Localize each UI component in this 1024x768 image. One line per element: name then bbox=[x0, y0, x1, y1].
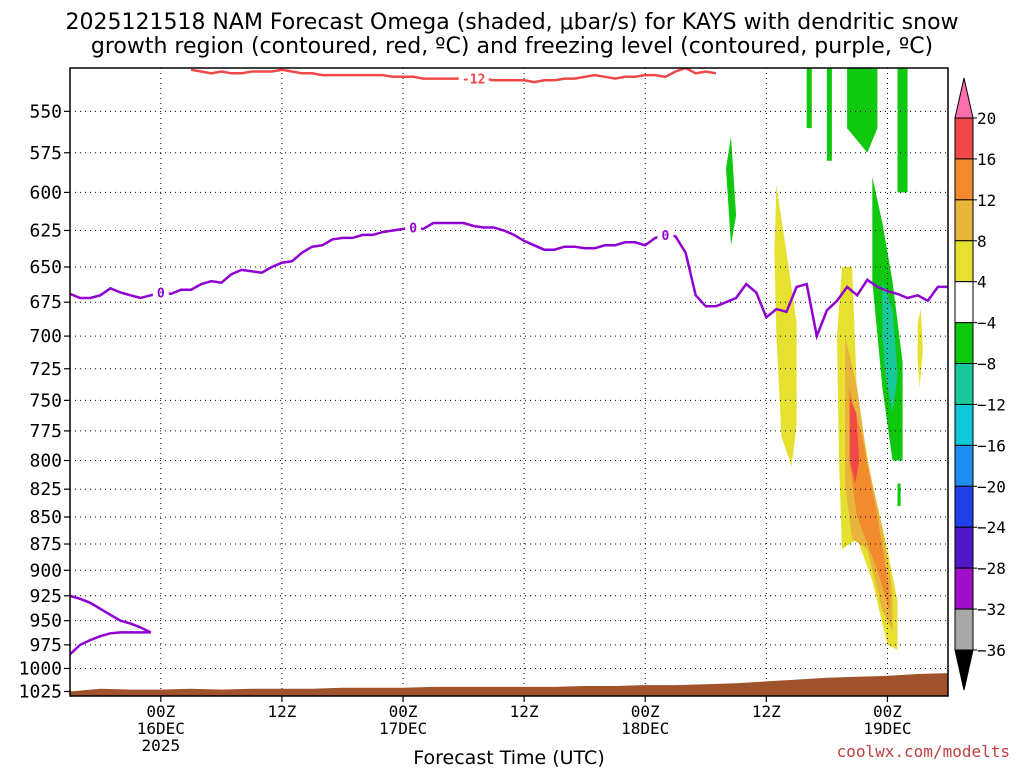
colorbar-label-8: −16 bbox=[977, 436, 1006, 455]
colorbar-label-13: −36 bbox=[977, 641, 1006, 660]
y-tick-label-575: 575 bbox=[29, 143, 62, 164]
x-tick-label-18-0: 12Z bbox=[267, 702, 296, 721]
y-tick-label-850: 850 bbox=[29, 507, 62, 528]
omega-region-2 bbox=[826, 68, 832, 161]
y-tick-label-650: 650 bbox=[29, 257, 62, 278]
freezing-label-bg-2 bbox=[657, 227, 674, 242]
colorbar-box-5 bbox=[954, 322, 974, 365]
y-tick-label-675: 675 bbox=[29, 292, 62, 313]
x-tick-label-6-0: 00Z bbox=[146, 702, 175, 721]
colorbar-bottom-arrow bbox=[954, 649, 974, 691]
freezing-label-bg-0 bbox=[152, 285, 169, 300]
y-tick-label-725: 725 bbox=[29, 359, 62, 380]
x-axis-title: Forecast Time (UTC) bbox=[413, 747, 604, 768]
x-tick-label-78-1: 19DEC bbox=[863, 719, 911, 738]
colorbar-label-6: −8 bbox=[977, 355, 996, 374]
colorbar-label-0: 20 bbox=[977, 109, 996, 128]
dgz-minus12-label: -12 bbox=[462, 73, 485, 88]
freezing-level-label-1: 0 bbox=[409, 221, 417, 236]
y-tick-label-550: 550 bbox=[29, 101, 62, 122]
colorbar-label-5: −4 bbox=[977, 314, 996, 333]
x-tick-label-78-0: 00Z bbox=[873, 702, 902, 721]
plot-area: -12 0 0 0 bbox=[70, 68, 948, 696]
y-tick-label-750: 750 bbox=[29, 390, 62, 411]
colorbar-box-2 bbox=[954, 199, 974, 242]
omega-region-6 bbox=[897, 483, 901, 506]
y-tick-label-1025: 1025 bbox=[19, 681, 62, 702]
colorbar-label-10: −24 bbox=[977, 518, 1006, 537]
y-tick-label-600: 600 bbox=[29, 182, 62, 203]
x-tick-label-42-0: 12Z bbox=[510, 702, 539, 721]
plot-frame bbox=[69, 67, 949, 697]
omega-region-12 bbox=[849, 387, 890, 611]
colorbar-label-3: 8 bbox=[977, 232, 987, 251]
y-tick-label-700: 700 bbox=[29, 326, 62, 347]
colorbar-label-12: −32 bbox=[977, 600, 1006, 619]
y-tick-label-775: 775 bbox=[29, 421, 62, 442]
x-tick-label-54-1: 18DEC bbox=[621, 719, 669, 738]
chart-title-line-1: 2025121518 NAM Forecast Omega (shaded, μ… bbox=[65, 10, 959, 35]
colorbar-label-4: 4 bbox=[977, 273, 987, 292]
colorbar-box-7 bbox=[954, 403, 974, 446]
freezing-label-bg-1 bbox=[405, 220, 422, 235]
colorbar-box-12 bbox=[954, 608, 974, 651]
freezing-level-label-0: 0 bbox=[157, 286, 165, 301]
colorbar-box-3 bbox=[954, 240, 974, 283]
colorbar-box-4 bbox=[954, 281, 974, 324]
y-tick-label-625: 625 bbox=[29, 220, 62, 241]
y-tick-label-825: 825 bbox=[29, 479, 62, 500]
y-tick-label-925: 925 bbox=[29, 586, 62, 607]
x-tick-label-30-0: 00Z bbox=[389, 702, 418, 721]
omega-region-10 bbox=[917, 309, 923, 388]
omega-region-13 bbox=[850, 400, 860, 484]
x-tick-label-6-1: 16DEC bbox=[137, 719, 185, 738]
dgz-label-bg bbox=[458, 71, 489, 86]
colorbar-box-1 bbox=[954, 158, 974, 201]
freezing-level-lower-line bbox=[70, 594, 152, 656]
omega-region-8 bbox=[774, 184, 797, 467]
y-tick-label-1000: 1000 bbox=[19, 658, 62, 679]
colorbar-box-11 bbox=[954, 567, 974, 610]
chart-title-line-2: growth region (contoured, red, ºC) and f… bbox=[90, 34, 934, 59]
omega-region-0 bbox=[726, 136, 737, 246]
x-tick-label-30-1: 17DEC bbox=[379, 719, 427, 738]
freezing-level-label-2: 0 bbox=[662, 229, 670, 244]
terrain-fill bbox=[70, 673, 948, 696]
omega-region-3 bbox=[847, 68, 878, 153]
y-tick-label-975: 975 bbox=[29, 635, 62, 656]
y-tick-label-800: 800 bbox=[29, 451, 62, 472]
y-tick-label-875: 875 bbox=[29, 534, 62, 555]
colorbar-box-8 bbox=[954, 444, 974, 487]
colorbar-label-1: 16 bbox=[977, 150, 996, 169]
colorbar-box-9 bbox=[954, 485, 974, 528]
colorbar-box-10 bbox=[954, 526, 974, 569]
omega-region-1 bbox=[806, 68, 812, 129]
y-tick-label-950: 950 bbox=[29, 611, 62, 632]
omega-region-4 bbox=[897, 68, 908, 193]
omega-region-7 bbox=[882, 281, 898, 413]
colorbar-box-0 bbox=[954, 117, 974, 160]
y-tick-label-900: 900 bbox=[29, 560, 62, 581]
dgz-minus12-line bbox=[190, 68, 717, 84]
freezing-level-line bbox=[70, 221, 948, 341]
colorbar-label-7: −12 bbox=[977, 395, 1006, 414]
x-tick-label-54-0: 00Z bbox=[631, 702, 660, 721]
colorbar-top-arrow bbox=[954, 77, 974, 119]
colorbar-label-9: −20 bbox=[977, 477, 1006, 496]
colorbar-label-2: 12 bbox=[977, 191, 996, 210]
colorbar-box-6 bbox=[954, 363, 974, 405]
x-tick-label-6-2: 2025 bbox=[142, 736, 181, 755]
colorbar-label-11: −28 bbox=[977, 559, 1006, 578]
site-credit: coolwx.com/modelts bbox=[836, 742, 1010, 761]
x-tick-label-66-0: 12Z bbox=[752, 702, 781, 721]
